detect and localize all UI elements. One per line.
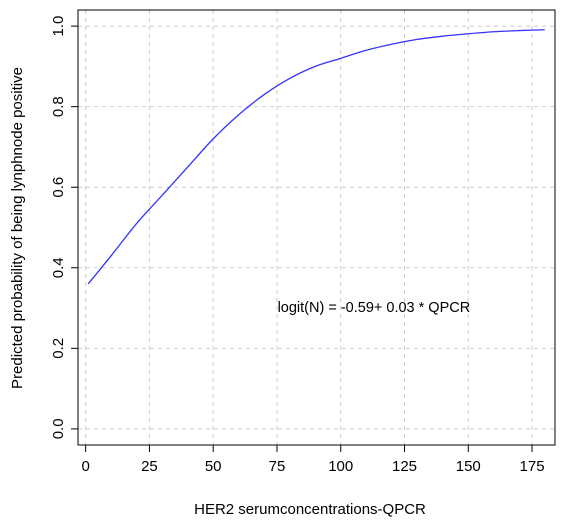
y-tick-label: 0.6 xyxy=(50,177,67,198)
x-axis-title: HER2 serumconcentrations-QPCR xyxy=(194,501,426,518)
series-layer xyxy=(87,29,545,285)
equation-annotation: logit(N) = -0.59+ 0.03 * QPCR xyxy=(278,300,471,316)
x-tick-label: 0 xyxy=(81,458,89,475)
y-tick-label: 1.0 xyxy=(50,16,67,37)
x-tick-label: 175 xyxy=(520,458,545,475)
y-tick-label: 0.4 xyxy=(50,257,67,278)
y-axis-title: Predicted probability of being lynphnode… xyxy=(9,67,26,389)
x-tick-label: 150 xyxy=(456,458,481,475)
y-tick-label: 0.8 xyxy=(50,96,67,117)
x-tick-label: 75 xyxy=(269,458,286,475)
probability-curve xyxy=(87,29,545,285)
x-tick-label: 100 xyxy=(328,458,353,475)
x-tick-label: 50 xyxy=(205,458,222,475)
x-axis: 0 25 50 75 100 125 150 175 xyxy=(81,444,545,475)
y-tick-label: 0.0 xyxy=(50,418,67,439)
y-tick-label: 0.2 xyxy=(50,338,67,359)
y-axis: 0.0 0.2 0.4 0.6 0.8 1.0 xyxy=(50,16,78,439)
x-tick-label: 25 xyxy=(141,458,158,475)
grid xyxy=(78,10,555,445)
x-tick-label: 125 xyxy=(392,458,417,475)
